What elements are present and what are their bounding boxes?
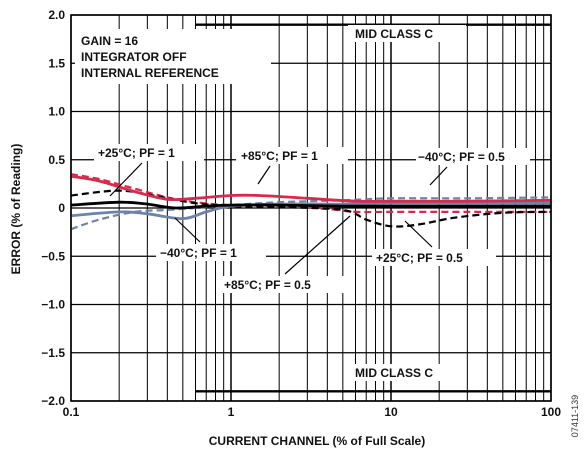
annotation-m40c-pf1-text: −40°C; PF = 1 <box>160 246 237 260</box>
annotation-25c-pf1: +25°C; PF = 1 <box>94 144 204 197</box>
lower-limit-label-text: MID CLASS C <box>355 366 433 380</box>
annotation-85c-pf05: +85°C; PF = 0.5 <box>220 215 351 293</box>
y-tick-label: 0.5 <box>48 153 65 167</box>
y-tick-label: −1.0 <box>41 298 65 312</box>
x-tick-label: 100 <box>541 405 561 419</box>
annotation-m40c-pf1: −40°C; PF = 1 <box>156 217 266 261</box>
series-line <box>70 200 551 210</box>
series-layer <box>70 173 552 231</box>
y-axis-title: ERROR (% of Reading) <box>9 144 23 275</box>
x-tick-label: 10 <box>384 405 398 419</box>
upper-limit-label-text: MID CLASS C <box>355 27 433 41</box>
annotation-85c-pf1: +85°C; PF = 1 <box>236 147 348 185</box>
series-line <box>70 173 551 214</box>
class-limit-lines <box>195 23 551 393</box>
x-tick-label: 1 <box>228 405 235 419</box>
series-line <box>70 189 552 228</box>
plot-frame <box>70 14 552 402</box>
y-tick-label: −0.5 <box>41 249 65 263</box>
y-tick-label: 2.0 <box>48 8 65 22</box>
y-tick-label: 1.5 <box>48 56 65 70</box>
info-box: GAIN = 16 INTEGRATOR OFF INTERNAL REFERE… <box>75 29 271 84</box>
series-line <box>70 174 552 203</box>
series-annotations: +25°C; PF = 1 +85°C; PF = 1 −40°C; PF = … <box>94 144 530 293</box>
y-tick-label: −1.5 <box>41 346 65 360</box>
x-axis-title: CURRENT CHANNEL (% of Full Scale) <box>209 434 425 448</box>
annotation-85c-pf1-text: +85°C; PF = 1 <box>241 149 318 163</box>
lower-limit-label: MID CLASS C <box>348 364 466 381</box>
y-tick-label: −2.0 <box>41 394 65 408</box>
annotation-25c-pf05: +25°C; PF = 0.5 <box>372 220 496 266</box>
annotation-25c-pf05-text: +25°C; PF = 0.5 <box>376 251 463 265</box>
figure-id: 07411-139 <box>570 395 580 437</box>
annotation-m40c-pf05-text: −40°C; PF = 0.5 <box>418 150 505 164</box>
info-box-line-1: GAIN = 16 <box>81 34 138 48</box>
annotation-85c-pf05-text: +85°C; PF = 0.5 <box>224 278 311 292</box>
plot-border <box>70 14 552 402</box>
upper-limit-label: MID CLASS C <box>348 25 466 42</box>
y-tick-label: 0 <box>58 201 65 215</box>
info-box-line-2: INTEGRATOR OFF <box>81 50 187 64</box>
info-box-line-3: INTERNAL REFERENCE <box>81 66 219 80</box>
y-tick-label: 1.0 <box>48 105 65 119</box>
annotation-m40c-pf05: −40°C; PF = 0.5 <box>416 148 530 186</box>
annotation-25c-pf1-text: +25°C; PF = 1 <box>98 146 175 160</box>
x-tick-label: 0.1 <box>63 405 80 419</box>
tick-labels: 0.1 1 10 100 2.0 1.5 1.0 0.5 0 −0.5 −1.0 −1.5 −2.0 <box>41 8 561 419</box>
